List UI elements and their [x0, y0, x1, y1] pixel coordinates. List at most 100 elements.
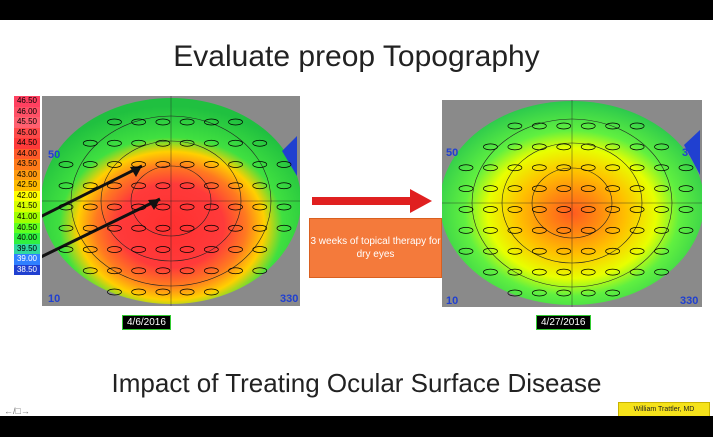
map-value-mark [580, 185, 596, 192]
map-value-mark [155, 161, 171, 168]
map-value-mark [605, 268, 621, 276]
map-value-mark [58, 224, 74, 232]
map-value-mark [483, 206, 498, 213]
map-value-mark [155, 246, 171, 253]
map-value-mark [507, 206, 523, 213]
scale-step: 40.50 [14, 222, 40, 234]
map-value-mark [580, 247, 596, 255]
slide-nav-controls[interactable]: ←/□→ [4, 406, 30, 416]
map-value-mark [82, 139, 98, 147]
map-value-mark [483, 268, 498, 276]
map-value-mark [580, 164, 596, 172]
map-value-mark [228, 161, 243, 168]
map-value-mark [629, 227, 645, 234]
map-value-mark [483, 247, 498, 255]
map-value-mark [580, 122, 596, 130]
scale-step: 42.00 [14, 190, 40, 202]
map-value-mark [203, 139, 219, 147]
scale-step: 40.00 [14, 233, 40, 244]
map-value-mark [531, 268, 547, 276]
scale-step: 41.50 [14, 201, 40, 213]
map-value-mark [252, 182, 268, 190]
map-value-mark [458, 164, 474, 172]
map-value-mark [252, 161, 268, 168]
map-value-mark [678, 227, 694, 234]
map-value-mark [605, 206, 621, 213]
scale-step: 44.00 [14, 148, 40, 160]
map-value-mark [252, 139, 268, 147]
map-value-mark [82, 161, 98, 168]
map-value-mark [155, 139, 171, 147]
map-value-mark [82, 182, 98, 190]
map-value-mark [203, 203, 219, 211]
map-value-mark [131, 288, 147, 296]
map-value-mark [107, 182, 122, 190]
angle-label: 330 [680, 295, 698, 307]
map-value-mark [107, 246, 122, 253]
map-value-mark [179, 267, 195, 275]
map-value-mark [507, 143, 523, 151]
map-value-mark [82, 203, 98, 211]
map-value-mark [654, 206, 669, 213]
map-value-mark [252, 203, 268, 211]
map-value-mark [629, 247, 645, 255]
map-value-mark [131, 118, 147, 126]
map-value-mark [556, 289, 572, 297]
therapy-note-box: 3 weeks of topical therapy for dry eyes [309, 218, 442, 278]
map-value-mark [629, 268, 645, 276]
map-value-mark [155, 288, 171, 296]
map-value-mark [58, 246, 74, 253]
slide-title: Evaluate preop Topography [173, 40, 540, 73]
map-value-mark [556, 122, 572, 130]
map-value-mark [580, 143, 596, 151]
video-bottom-bar [0, 416, 713, 437]
map-value-mark [531, 143, 547, 151]
map-date-preop: 4/6/2016 [122, 315, 171, 330]
map-value-mark [483, 185, 498, 192]
map-value-mark [203, 288, 219, 296]
map-value-mark [580, 206, 596, 213]
scale-step: 39.50 [14, 243, 40, 255]
map-value-mark [483, 164, 498, 172]
map-value-mark [179, 118, 195, 126]
map-value-mark [155, 267, 171, 275]
map-value-mark [654, 185, 669, 192]
scale-step: 43.50 [14, 159, 40, 170]
scale-step: 44.50 [14, 138, 40, 149]
map-value-mark [605, 227, 621, 234]
map-value-mark [107, 267, 122, 275]
map-value-mark [131, 203, 147, 211]
map-value-mark [107, 118, 122, 126]
topography-map-preop: 50 10 330 [42, 96, 300, 306]
map-value-mark [605, 289, 621, 297]
map-value-mark [531, 122, 547, 130]
map-value-mark [131, 267, 147, 275]
map-value-mark [458, 227, 474, 234]
map-value-mark [228, 224, 243, 232]
map-value-mark [58, 161, 74, 168]
map-value-mark [228, 203, 243, 211]
map-value-mark [179, 161, 195, 168]
map-value-mark [556, 227, 572, 234]
curvature-scale: 46.50 46.00 45.50 45.00 44.50 44.00 43.50 43.00… [14, 96, 40, 276]
map-value-mark [179, 139, 195, 147]
map-value-mark [678, 206, 694, 213]
map-value-mark [228, 267, 243, 275]
map-value-mark [58, 203, 74, 211]
map-value-mark [276, 203, 292, 211]
angle-label: 10 [48, 293, 60, 305]
scale-step: 42.50 [14, 180, 40, 191]
map-value-mark [58, 182, 74, 190]
map-value-mark [507, 268, 523, 276]
map-value-mark [179, 224, 195, 232]
map-value-mark [203, 246, 219, 253]
scale-step: 46.50 [14, 96, 40, 107]
scale-step: 45.00 [14, 127, 40, 139]
map-value-mark [203, 161, 219, 168]
map-date-postop: 4/27/2016 [536, 315, 591, 330]
map-value-mark [580, 227, 596, 234]
scale-step: 38.50 [14, 264, 40, 276]
map-value-mark [252, 246, 268, 253]
map-value-mark [531, 247, 547, 255]
map-value-mark [654, 164, 669, 172]
